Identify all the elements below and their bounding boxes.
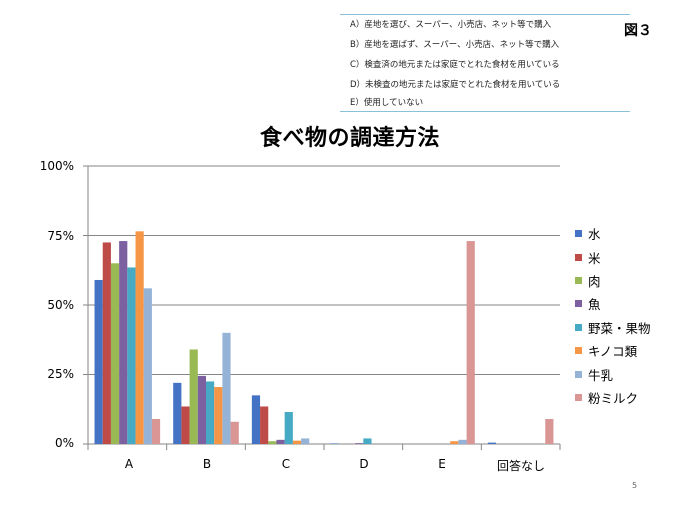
bar xyxy=(268,441,277,444)
bar xyxy=(330,443,339,444)
legend-item: 肉 xyxy=(575,269,651,292)
legend-item: 粉ミルク xyxy=(575,386,651,409)
option-d-text: D）未検査の地元または家庭でとれた食材を用いている xyxy=(350,80,561,90)
legend-label: キノコ類 xyxy=(588,344,638,360)
legend-item: 野菜・果物 xyxy=(575,316,651,339)
legend-label: 米 xyxy=(588,250,601,266)
y-tick-label: 0% xyxy=(54,436,74,450)
bar xyxy=(189,349,198,444)
y-tick-label: 75% xyxy=(47,229,74,243)
bar xyxy=(206,381,215,444)
legend-label: 水 xyxy=(588,227,601,243)
bar xyxy=(102,242,111,444)
bar xyxy=(110,263,120,444)
option-c-text: C）検査済の地元または家庭でとれた食材を用いている xyxy=(350,60,560,70)
chart-legend: 水 米 肉 魚 野菜・果物 キノコ類 牛乳 粉ミルク xyxy=(575,222,651,409)
y-tick-label: 100% xyxy=(39,159,74,173)
bar xyxy=(119,241,128,444)
bar xyxy=(292,440,302,444)
bar xyxy=(487,442,497,444)
legend-swatch xyxy=(575,370,582,378)
legend-item: 牛乳 xyxy=(575,362,651,385)
x-tick-label: D xyxy=(359,457,369,471)
chart-title: 食べ物の調達方法 xyxy=(259,126,440,151)
x-tick-label: C xyxy=(281,457,291,471)
legend-label: 牛乳 xyxy=(588,367,614,383)
legend-swatch xyxy=(575,393,582,401)
legend-item: キノコ類 xyxy=(575,339,651,362)
bar xyxy=(355,443,364,444)
legend-label: 肉 xyxy=(588,273,601,289)
x-tick-label: E xyxy=(438,457,446,471)
legend-swatch xyxy=(575,300,582,308)
bar xyxy=(251,395,261,444)
legend-label: 魚 xyxy=(588,297,601,313)
x-tick-label: 回答なし xyxy=(496,459,545,473)
bar xyxy=(545,418,554,444)
legend-item: 米 xyxy=(575,245,651,268)
bar xyxy=(214,387,223,444)
bar xyxy=(284,412,293,444)
figure-label: 図３ xyxy=(624,23,652,39)
legend-item: 魚 xyxy=(575,292,651,315)
bar xyxy=(466,241,475,444)
legend-swatch xyxy=(575,347,582,355)
legend-label: 野菜・果物 xyxy=(588,320,651,336)
option-b-text: B）産地を選ばず、スーパー、小売店、ネット等で購入 xyxy=(350,40,560,50)
legend-item: 水 xyxy=(575,222,651,245)
x-tick-label: B xyxy=(202,457,212,471)
bar xyxy=(151,418,161,444)
legend-swatch xyxy=(575,276,582,284)
bar xyxy=(94,279,103,444)
legend-swatch xyxy=(575,230,582,238)
bar xyxy=(301,438,310,444)
legend-swatch xyxy=(575,253,582,261)
bar xyxy=(458,439,467,444)
option-a-text: A）産地を選び、スーパー、小売店、ネット等で購入 xyxy=(350,20,552,30)
option-e-text: E）使用していない xyxy=(350,98,424,108)
legend-swatch xyxy=(575,323,582,331)
x-tick-label: A xyxy=(124,457,134,471)
bar xyxy=(143,288,152,444)
bar xyxy=(276,439,285,444)
bar xyxy=(197,375,206,444)
legend-label: 粉ミルク xyxy=(588,390,639,406)
bar xyxy=(222,332,231,444)
y-tick-label: 50% xyxy=(47,298,74,312)
bar xyxy=(135,231,144,444)
bar xyxy=(230,421,239,444)
answer-options-box: A）産地を選び、スーパー、小売店、ネット等で購入 B）産地を選ばず、スーパー、小… xyxy=(340,14,630,112)
bar xyxy=(260,406,269,444)
bar xyxy=(127,267,136,444)
bar xyxy=(363,438,372,444)
y-tick-label: 25% xyxy=(47,367,74,381)
bar xyxy=(181,406,190,444)
bar xyxy=(450,441,459,444)
page-number: 5 xyxy=(632,481,638,490)
bar xyxy=(173,382,182,444)
